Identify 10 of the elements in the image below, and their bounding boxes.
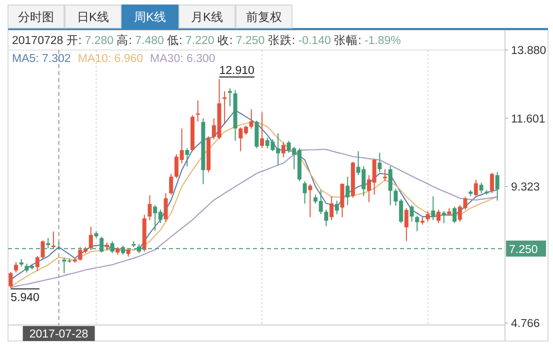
annotation: 5.940 — [10, 292, 40, 304]
y-tick-label: 9.323 — [511, 182, 540, 194]
text: 2017-07-28 — [29, 328, 88, 340]
y-tick-label: 11.601 — [511, 113, 546, 126]
series-names: MA5: 7.302 MA10: 6.960 MA30: 6.300 — [12, 53, 216, 65]
text: 20170728 开: 7.280 高: 7.480 低: 7.220 收: 7.250 张跌: -0.140 张幅: -1.89% — [12, 35, 401, 47]
y-tick-label: 13.880 — [511, 45, 546, 57]
ref-line-label: 7.250 — [509, 244, 538, 256]
annotation: 12.910 — [219, 65, 254, 78]
y-tick-label: 4.766 — [511, 318, 540, 330]
